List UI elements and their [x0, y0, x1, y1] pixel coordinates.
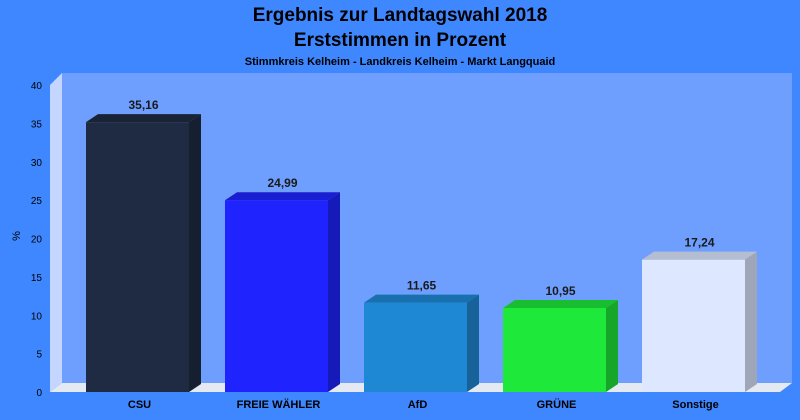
bar-side-4 — [745, 251, 757, 392]
bar-top-4 — [642, 251, 757, 260]
bar-front-1 — [225, 200, 328, 392]
bar-value-label-4: 17,24 — [684, 236, 714, 250]
bar-side-3 — [606, 299, 618, 392]
x-tick-label-3: GRÜNE — [537, 398, 577, 411]
y-tick-label-2: 10 — [31, 311, 43, 322]
plot-left-wall — [50, 73, 62, 392]
bar-value-label-2: 11,65 — [407, 279, 437, 293]
bar-top-2 — [364, 294, 479, 303]
x-tick-label-0: CSU — [128, 399, 151, 411]
bar-value-label-1: 24,99 — [267, 176, 297, 190]
bar-front-0 — [86, 122, 189, 392]
x-tick-label-1: FREIE WÄHLER — [237, 398, 321, 411]
y-tick-label-3: 15 — [31, 273, 43, 284]
bar-value-label-0: 35,16 — [128, 98, 158, 112]
bar-value-label-3: 10,95 — [545, 284, 575, 298]
y-tick-label-5: 25 — [31, 196, 43, 207]
bar-front-3 — [503, 307, 606, 392]
bar-front-4 — [642, 259, 745, 392]
bar-side-2 — [467, 294, 479, 392]
bar-2: 11,65 — [364, 279, 479, 392]
y-tick-label-4: 20 — [31, 235, 43, 246]
y-axis-ticks: 0 5 10 15 20 25 30 35 40 — [31, 81, 43, 399]
bar-4: 17,24 — [642, 236, 757, 392]
bar-front-2 — [364, 302, 467, 392]
chart-title: Ergebnis zur Landtagswahl 2018 — [253, 5, 548, 26]
y-tick-label-1: 5 — [36, 350, 42, 361]
bar-3: 10,95 — [503, 284, 618, 392]
x-tick-label-2: AfD — [408, 399, 428, 411]
y-tick-label-8: 40 — [31, 81, 43, 92]
bar-1: 24,99 — [225, 176, 340, 392]
bar-side-0 — [189, 114, 201, 392]
y-axis-label: % — [11, 231, 23, 241]
y-tick-label-0: 0 — [36, 388, 42, 399]
bar-top-1 — [225, 192, 340, 201]
bars-group: 35,16 24,99 11,65 10,95 17,24 — [86, 98, 757, 392]
x-axis-labels: CSU FREIE WÄHLER AfD GRÜNE Sonstige — [128, 398, 719, 411]
chart-subtitle: Erststimmen in Prozent — [294, 30, 507, 51]
bar-top-3 — [503, 299, 618, 308]
chart-caption: Stimmkreis Kelheim - Landkreis Kelheim -… — [245, 56, 556, 68]
y-tick-label-7: 35 — [31, 119, 43, 130]
y-tick-label-6: 30 — [31, 158, 43, 169]
x-tick-label-4: Sonstige — [672, 399, 718, 411]
bar-0: 35,16 — [86, 98, 201, 392]
bar-side-1 — [328, 192, 340, 392]
bar-top-0 — [86, 114, 201, 123]
